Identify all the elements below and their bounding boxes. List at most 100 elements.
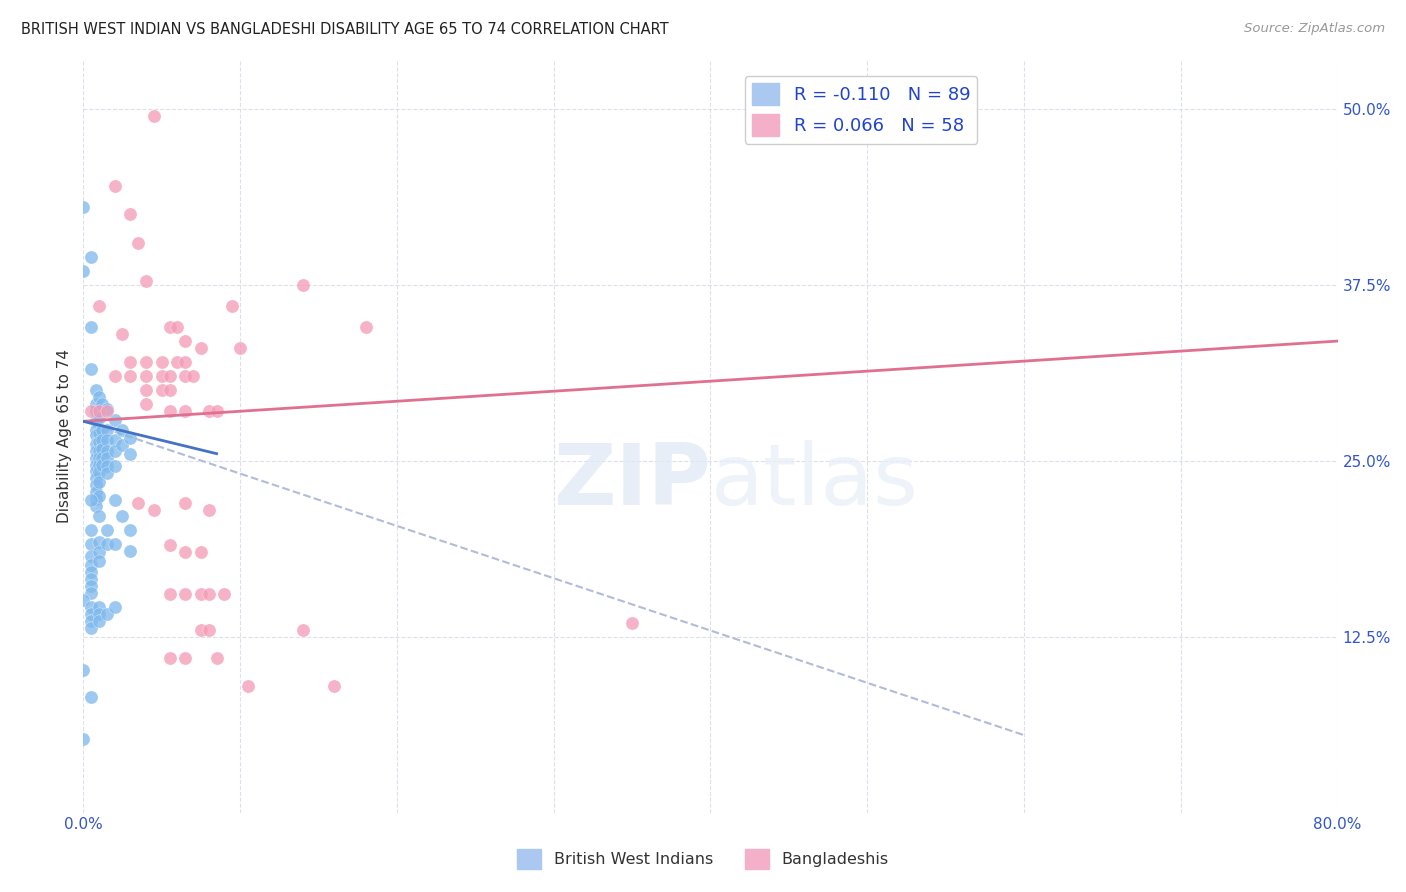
Point	[87, 404, 110, 418]
Point	[84, 443, 107, 458]
Point	[96, 467, 118, 481]
Point	[166, 320, 188, 334]
Point	[96, 401, 118, 416]
Point	[205, 404, 228, 418]
Point	[111, 326, 134, 341]
Point	[84, 464, 107, 478]
Point	[87, 458, 110, 472]
Point	[87, 443, 110, 458]
Point	[104, 600, 127, 615]
Point	[80, 549, 103, 564]
Point	[80, 579, 103, 593]
Point	[84, 450, 107, 465]
Point	[72, 664, 94, 678]
Point	[91, 433, 114, 447]
Point	[127, 496, 149, 510]
Point	[91, 397, 114, 411]
Point	[135, 384, 157, 398]
Point	[150, 369, 173, 384]
Point	[104, 537, 127, 551]
Point	[80, 320, 103, 334]
Point	[104, 459, 127, 474]
Point	[84, 428, 107, 442]
Point	[91, 423, 114, 437]
Point	[96, 523, 118, 537]
Point	[96, 450, 118, 465]
Point	[159, 320, 181, 334]
Point	[72, 200, 94, 214]
Point	[142, 503, 165, 517]
Point	[84, 414, 107, 428]
Text: BRITISH WEST INDIAN VS BANGLADESHI DISABILITY AGE 65 TO 74 CORRELATION CHART: BRITISH WEST INDIAN VS BANGLADESHI DISAB…	[21, 22, 669, 37]
Point	[84, 484, 107, 499]
Point	[174, 355, 197, 369]
Point	[197, 623, 219, 637]
Point	[323, 679, 346, 693]
Point	[96, 433, 118, 447]
Point	[72, 732, 94, 747]
Point	[120, 207, 142, 221]
Point	[87, 508, 110, 523]
Point	[96, 443, 118, 458]
Point	[87, 600, 110, 615]
Point	[197, 404, 219, 418]
Point	[80, 607, 103, 621]
Point	[96, 423, 118, 437]
Point	[80, 558, 103, 572]
Point	[80, 690, 103, 705]
Point	[111, 423, 134, 437]
Point	[120, 355, 142, 369]
Point	[87, 489, 110, 503]
Point	[621, 615, 644, 630]
Point	[174, 650, 197, 665]
Point	[87, 607, 110, 621]
Point	[181, 369, 204, 384]
Point	[135, 274, 157, 288]
Point	[80, 537, 103, 551]
Text: ZIP: ZIP	[553, 440, 710, 523]
Point	[84, 437, 107, 451]
Point	[96, 459, 118, 474]
Point	[80, 250, 103, 264]
Point	[80, 362, 103, 376]
Point	[111, 438, 134, 452]
Point	[159, 404, 181, 418]
Point	[96, 537, 118, 551]
Point	[104, 443, 127, 458]
Point	[80, 523, 103, 537]
Point	[197, 503, 219, 517]
Point	[190, 623, 212, 637]
Point	[84, 491, 107, 506]
Point	[96, 404, 118, 418]
Point	[150, 384, 173, 398]
Point	[80, 565, 103, 579]
Point	[190, 545, 212, 559]
Point	[72, 263, 94, 277]
Point	[190, 341, 212, 355]
Point	[87, 411, 110, 425]
Y-axis label: Disability Age 65 to 74: Disability Age 65 to 74	[58, 349, 72, 523]
Point	[84, 470, 107, 484]
Point	[84, 499, 107, 513]
Point	[87, 465, 110, 479]
Legend: British West Indians, Bangladeshis: British West Indians, Bangladeshis	[510, 843, 896, 875]
Point	[87, 425, 110, 440]
Point	[291, 277, 314, 292]
Point	[174, 496, 197, 510]
Point	[80, 621, 103, 635]
Legend: R = -0.110   N = 89, R = 0.066   N = 58: R = -0.110 N = 89, R = 0.066 N = 58	[745, 76, 977, 144]
Point	[229, 341, 252, 355]
Point	[159, 650, 181, 665]
Point	[80, 404, 103, 418]
Point	[91, 458, 114, 472]
Point	[87, 390, 110, 404]
Point	[159, 369, 181, 384]
Point	[80, 572, 103, 586]
Point	[166, 355, 188, 369]
Point	[120, 447, 142, 461]
Point	[174, 545, 197, 559]
Point	[135, 369, 157, 384]
Point	[236, 679, 259, 693]
Point	[142, 109, 165, 123]
Point	[174, 587, 197, 601]
